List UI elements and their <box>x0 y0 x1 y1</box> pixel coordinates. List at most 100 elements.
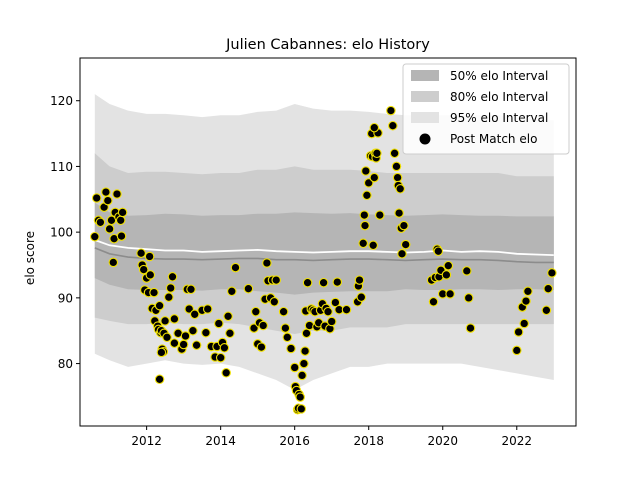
post-match-elo-point <box>189 309 200 320</box>
y-tick-label: 100 <box>50 226 73 240</box>
post-match-elo-point <box>441 270 452 280</box>
post-match-elo-point <box>112 189 122 199</box>
y-tick-label: 110 <box>50 160 73 174</box>
post-match-elo-point <box>91 193 102 203</box>
post-match-points <box>90 105 557 415</box>
post-match-elo-point <box>90 231 100 242</box>
post-match-elo-point <box>169 338 180 348</box>
post-match-elo-point <box>221 368 231 378</box>
y-tick-label: 90 <box>58 291 73 305</box>
post-match-elo-point <box>341 304 352 315</box>
post-match-elo-point <box>117 207 128 218</box>
post-match-elo-point <box>299 358 309 369</box>
x-tick-label: 2014 <box>205 434 236 448</box>
post-match-elo-point <box>465 323 476 333</box>
y-axis-ticks: 80 90 100 110 120 <box>50 94 80 371</box>
post-match-elo-point <box>369 172 380 183</box>
post-match-elo-point <box>258 320 268 331</box>
post-match-elo-point <box>223 311 233 322</box>
post-match-elo-point <box>164 292 174 302</box>
post-match-elo-point <box>191 340 202 350</box>
post-match-elo-point <box>280 323 291 333</box>
post-match-elo-point <box>359 210 370 220</box>
post-match-elo-point <box>386 105 396 116</box>
post-match-elo-point <box>227 286 237 297</box>
post-match-elo-point <box>512 345 522 356</box>
post-match-elo-point <box>300 346 310 356</box>
post-match-elo-point <box>318 277 329 288</box>
post-match-elo-point <box>154 300 165 311</box>
post-match-elo-point <box>180 331 191 341</box>
post-match-elo-point <box>278 306 289 317</box>
post-match-elo-point <box>156 347 167 358</box>
post-match-elo-point <box>354 275 365 285</box>
post-match-elo-point <box>154 374 165 385</box>
post-match-elo-point <box>296 404 307 414</box>
x-tick-label: 2018 <box>353 434 384 448</box>
post-match-elo-point <box>101 187 111 197</box>
post-match-elo-point <box>519 318 529 329</box>
plot-area <box>90 94 557 415</box>
post-match-elo-point <box>399 220 409 231</box>
post-match-elo-point <box>201 327 211 338</box>
post-match-elo-point <box>330 297 341 308</box>
post-match-elo-point <box>301 328 312 339</box>
mean-elo-line <box>94 239 554 256</box>
post-match-elo-point <box>400 239 411 250</box>
post-match-elo-point <box>394 208 404 218</box>
post-match-elo-point <box>214 318 224 329</box>
post-match-elo-point <box>243 283 254 294</box>
post-match-elo-point <box>95 217 106 228</box>
post-match-elo-point <box>541 305 552 316</box>
post-match-elo-point <box>362 190 372 201</box>
post-match-elo-point <box>215 352 226 363</box>
post-match-elo-point <box>523 286 533 297</box>
post-match-elo-point <box>369 122 380 133</box>
post-match-elo-point <box>323 306 333 317</box>
post-match-elo-point <box>262 258 272 268</box>
post-match-elo-point <box>463 293 474 303</box>
post-match-elo-point <box>138 264 149 275</box>
x-axis-ticks: 2012 2014 2016 2018 2020 2022 <box>131 426 532 448</box>
legend-swatch-95 <box>411 112 439 123</box>
x-tick-label: 2016 <box>279 434 310 448</box>
legend: 50% elo Interval 80% elo Interval 95% el… <box>402 63 570 155</box>
y-tick-label: 80 <box>58 357 73 371</box>
x-tick-label: 2012 <box>131 434 162 448</box>
legend-label-50: 50% elo Interval <box>450 69 548 83</box>
post-match-elo-point <box>256 342 267 352</box>
median-elo-line <box>94 247 554 264</box>
x-tick-label: 2020 <box>427 434 458 448</box>
legend-marker-point <box>419 133 431 145</box>
post-match-elo-point <box>547 268 557 278</box>
post-match-elo-point <box>302 277 313 288</box>
post-match-elo-point <box>225 328 235 339</box>
legend-label-95: 95% elo Interval <box>450 111 548 125</box>
post-match-elo-point <box>145 270 156 280</box>
post-match-elo-point <box>289 362 300 373</box>
post-match-elo-point <box>149 287 159 298</box>
post-match-elo-point <box>389 148 400 159</box>
post-match-elo-point <box>356 292 367 302</box>
post-match-elo-point <box>202 304 213 314</box>
post-match-elo-point <box>144 251 155 262</box>
legend-box <box>402 63 570 155</box>
post-match-elo-point <box>295 392 305 402</box>
post-match-elo-point <box>178 339 189 350</box>
post-match-elo-point <box>428 297 439 307</box>
post-match-elo-point <box>108 257 119 268</box>
post-match-elo-point <box>116 231 127 241</box>
y-tick-label: 120 <box>50 94 73 108</box>
post-match-elo-point <box>443 260 454 271</box>
post-match-elo-point <box>115 215 126 226</box>
post-match-elo-point <box>104 224 115 234</box>
post-match-elo-point <box>392 172 403 183</box>
post-match-elo-point <box>103 195 113 206</box>
legend-swatch-80 <box>411 91 439 102</box>
post-match-elo-point <box>167 272 178 282</box>
post-match-elo-point <box>462 266 472 276</box>
legend-label-80: 80% elo Interval <box>450 90 548 104</box>
trend-lines <box>94 239 554 264</box>
post-match-elo-point <box>397 249 407 259</box>
